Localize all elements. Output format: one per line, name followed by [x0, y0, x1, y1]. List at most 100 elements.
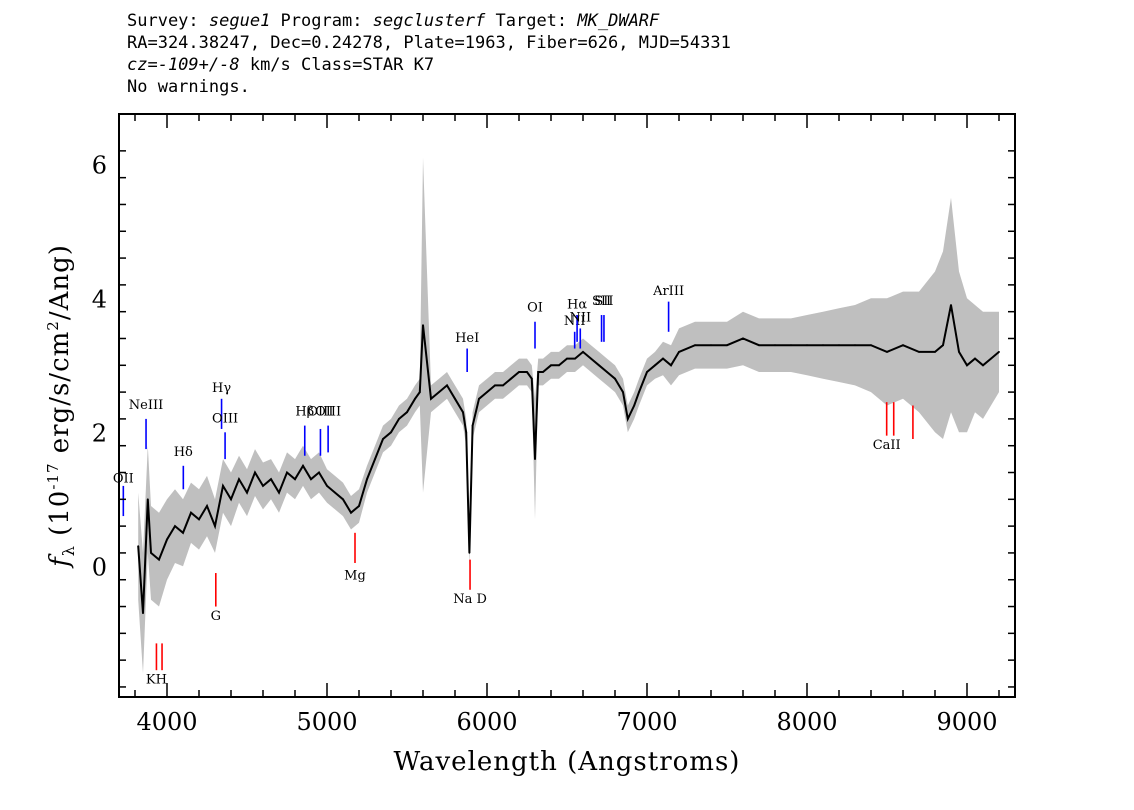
y-tick-label: 4 — [92, 285, 107, 313]
flux-point — [374, 458, 376, 460]
error-band-area — [138, 157, 999, 674]
emission-line-label: SII — [594, 294, 613, 309]
flux-point — [626, 418, 629, 420]
flux-point — [158, 558, 160, 561]
flux-point — [710, 344, 712, 347]
emission-line-label: OI — [527, 301, 543, 316]
flux-point — [342, 498, 344, 501]
flux-point — [982, 364, 984, 367]
flux-point — [918, 351, 920, 353]
flux-point — [150, 552, 152, 554]
flux-point — [678, 351, 680, 353]
flux-point — [438, 391, 440, 393]
absorption-line-label: Mg — [344, 569, 366, 584]
y-title-part: (10 — [45, 490, 75, 546]
emission-line-label: OIII — [212, 411, 238, 426]
y-title-exponent: -17 — [44, 463, 62, 490]
flux-point — [406, 411, 408, 414]
x-tick-label: 8000 — [776, 708, 837, 736]
flux-point — [382, 438, 384, 440]
flux-point — [278, 491, 280, 494]
flux-point — [654, 364, 656, 367]
emission-line-label: NeIII — [129, 398, 163, 413]
flux-point — [166, 538, 168, 541]
flux-point — [990, 357, 992, 360]
flux-point — [334, 491, 336, 494]
flux-point — [174, 525, 176, 527]
flux-point — [774, 344, 776, 347]
flux-point — [286, 471, 288, 474]
flux-point — [662, 357, 664, 360]
flux-point — [326, 485, 328, 487]
y-tick-label: 6 — [92, 151, 107, 179]
flux-point — [422, 324, 424, 326]
emission-line-label: OIII — [315, 405, 341, 420]
flux-point — [230, 498, 232, 501]
x-axis-title: Wavelength (Angstroms) — [394, 747, 741, 777]
flux-point — [574, 357, 576, 360]
header-line-redshift: cz=-109+/-8 km/s Class=STAR K7 — [127, 54, 731, 76]
flux-point — [742, 337, 744, 340]
emission-line-label: Hδ — [174, 445, 193, 460]
y-title-subscript: λ — [59, 545, 78, 556]
flux-point — [294, 478, 296, 481]
absorption-line-label: CaII — [873, 438, 901, 453]
emission-line-label: Hα — [567, 297, 587, 312]
flux-point — [430, 397, 432, 400]
flux-point — [822, 344, 824, 347]
survey-value: segue1 — [208, 11, 271, 31]
flux-point — [358, 505, 360, 507]
flux-point — [510, 377, 512, 380]
header-line-coordinates: RA=324.38247, Dec=0.24278, Plate=1963, F… — [127, 33, 731, 53]
header-line-survey: Survey: segue1 Program: segclusterf Targ… — [127, 10, 731, 32]
flux-point — [614, 377, 616, 380]
emission-line-label: NII — [569, 311, 591, 326]
plot-frame — [118, 113, 1016, 698]
emission-line-label: OIII — [307, 405, 333, 420]
emission-line-label: ArIII — [652, 284, 684, 299]
x-tick-label: 7000 — [616, 708, 677, 736]
flux-point — [190, 511, 192, 514]
flux-point — [465, 431, 468, 434]
emission-line-label: Hγ — [212, 381, 231, 396]
program-value: segclusterf — [372, 11, 486, 31]
flux-point — [638, 391, 640, 393]
flux-point — [454, 397, 456, 400]
flux-point — [526, 371, 528, 373]
spectrum-header: Survey: segue1 Program: segclusterf Targ… — [127, 10, 731, 98]
flux-point — [318, 471, 320, 474]
flux-point — [478, 397, 480, 400]
flux-point — [146, 498, 149, 501]
flux-point — [542, 371, 544, 373]
flux-point — [950, 304, 952, 306]
flux-point — [694, 344, 696, 347]
flux-point — [137, 545, 140, 548]
flux-point — [974, 357, 976, 360]
flux-point — [182, 531, 184, 534]
flux-point — [622, 391, 624, 393]
cz-value: cz=-109+/-8 — [127, 55, 240, 75]
flux-point — [366, 478, 368, 481]
flux-point — [486, 391, 488, 393]
flux-point — [590, 357, 592, 360]
axis-ticks: 4000 5000 6000 7000 8000 9000 0 2 4 6 — [92, 114, 1015, 736]
target-label: Target: — [485, 11, 578, 31]
flux-point — [958, 351, 960, 353]
absorption-line-label: KH — [146, 673, 167, 688]
flux-point — [302, 464, 304, 467]
flux-point — [550, 364, 552, 367]
emission-line-label: HeI — [455, 331, 479, 346]
flux-point — [414, 397, 416, 400]
x-tick-label: 6000 — [456, 708, 517, 736]
y-tick-label: 2 — [92, 419, 107, 447]
flux-point — [633, 404, 636, 407]
flux-point — [726, 344, 728, 347]
flux-point — [598, 364, 600, 367]
class-value: km/s Class=STAR K7 — [239, 55, 435, 75]
flux-point — [518, 371, 520, 373]
flux-point — [646, 371, 648, 373]
x-tick-label: 4000 — [136, 708, 197, 736]
y-title-part: erg/s/cm — [45, 331, 75, 463]
flux-point — [758, 344, 760, 347]
